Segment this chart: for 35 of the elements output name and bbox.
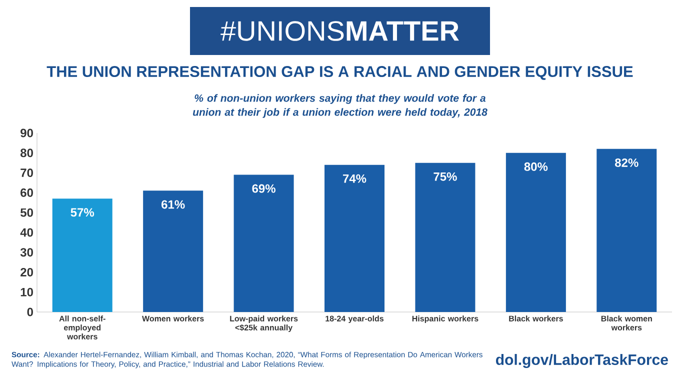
bar	[596, 148, 657, 312]
bar	[52, 198, 112, 312]
text: #UNIONSMATTER	[220, 21, 459, 41]
data-label: 82%	[615, 158, 638, 167]
chart-subtitle: % of non-union workers saying that they would vote for a union at their job if a union election were held today, 2018	[193, 94, 488, 118]
x-tick-label: Black workers	[509, 316, 563, 322]
bar	[234, 174, 294, 312]
y-tick-label: 0	[27, 308, 33, 316]
x-tick-label: 18-24 year-olds	[326, 316, 384, 323]
y-tick-label: 90	[20, 128, 33, 138]
bar	[324, 164, 385, 312]
data-label: 69%	[252, 184, 276, 193]
data-label: 57%	[70, 208, 94, 217]
y-tick-label: 70	[20, 168, 33, 178]
data-label: 80%	[524, 162, 548, 171]
data-label: 61%	[162, 200, 185, 209]
y-tick-label: 60	[20, 188, 33, 197]
bar	[506, 152, 566, 312]
y-tick-label: 50	[20, 208, 33, 217]
y-tick-label: 40	[20, 228, 33, 237]
y-tick-label: 10	[20, 288, 33, 296]
x-tick-label: Black women workers	[601, 316, 652, 330]
data-label: 75%	[434, 172, 457, 181]
chart-title: THE UNION REPRESENTATION GAP IS A RACIAL AND GENDER EQUITY ISSUE	[46, 66, 633, 80]
x-tick-label: Women workers	[142, 316, 204, 322]
text: dol.gov/LaborTaskForce	[496, 354, 668, 368]
y-tick-label: 20	[20, 268, 33, 276]
x-tick-label: Low-paid workers <$25k annually	[230, 316, 298, 332]
data-label: 74%	[343, 174, 366, 183]
y-tick-label: 80	[20, 148, 33, 158]
y-tick-label: 30	[20, 248, 33, 257]
x-tick-label: All non-self-employed workers	[59, 316, 106, 340]
bar	[143, 190, 204, 312]
x-tick-label: Hispanic workers	[412, 316, 478, 323]
bar	[415, 162, 476, 312]
